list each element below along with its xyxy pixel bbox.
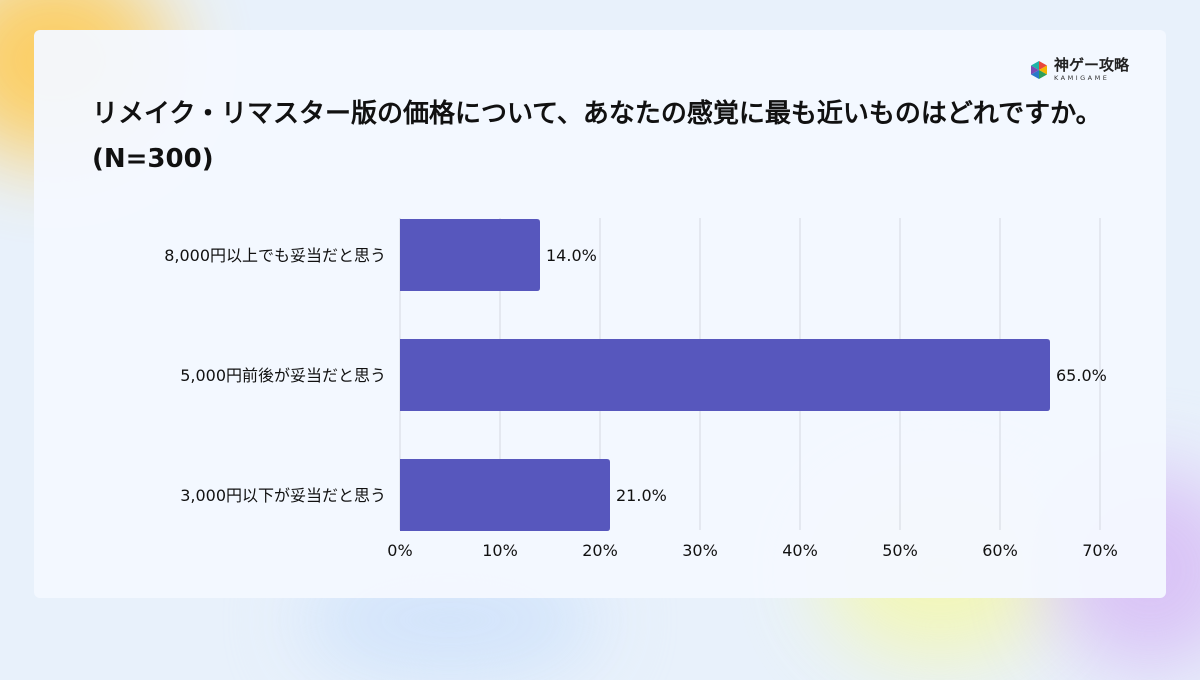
bar-chart: 0% 10% 20% 30% 40% 50% 60% 70% 8,000円以上でも妥当だと思う 1…: [164, 218, 1118, 560]
x-tick-label: 60%: [982, 541, 1018, 560]
category-label: 3,000円以下が妥当だと思う: [180, 486, 386, 505]
brand-name: 神ゲー攻略: [1054, 56, 1130, 74]
data-label: 65.0%: [1056, 366, 1107, 385]
x-tick-label: 20%: [582, 541, 618, 560]
category-label: 8,000円以上でも妥当だと思う: [164, 246, 386, 265]
brand-mark-icon: [1031, 60, 1047, 79]
bar: [400, 339, 1050, 411]
data-label: 14.0%: [546, 246, 597, 265]
chart-title: リメイク・リマスター版の価格について、あなたの感覚に最も近いものはどれですか。(…: [92, 99, 1102, 174]
bar: [400, 459, 610, 531]
x-tick-label: 50%: [882, 541, 918, 560]
brand-logo: 神ゲー攻略 KAMIGAME: [1030, 58, 1129, 82]
x-tick-label: 0%: [387, 541, 412, 560]
bar: [400, 219, 540, 291]
brand-subtitle: KAMIGAME: [1054, 74, 1110, 82]
x-tick-label: 70%: [1082, 541, 1118, 560]
x-tick-label: 40%: [782, 541, 818, 560]
x-tick-label: 10%: [482, 541, 518, 560]
category-label: 5,000円前後が妥当だと思う: [180, 366, 386, 385]
x-tick-label: 30%: [682, 541, 718, 560]
data-label: 21.0%: [616, 486, 667, 505]
